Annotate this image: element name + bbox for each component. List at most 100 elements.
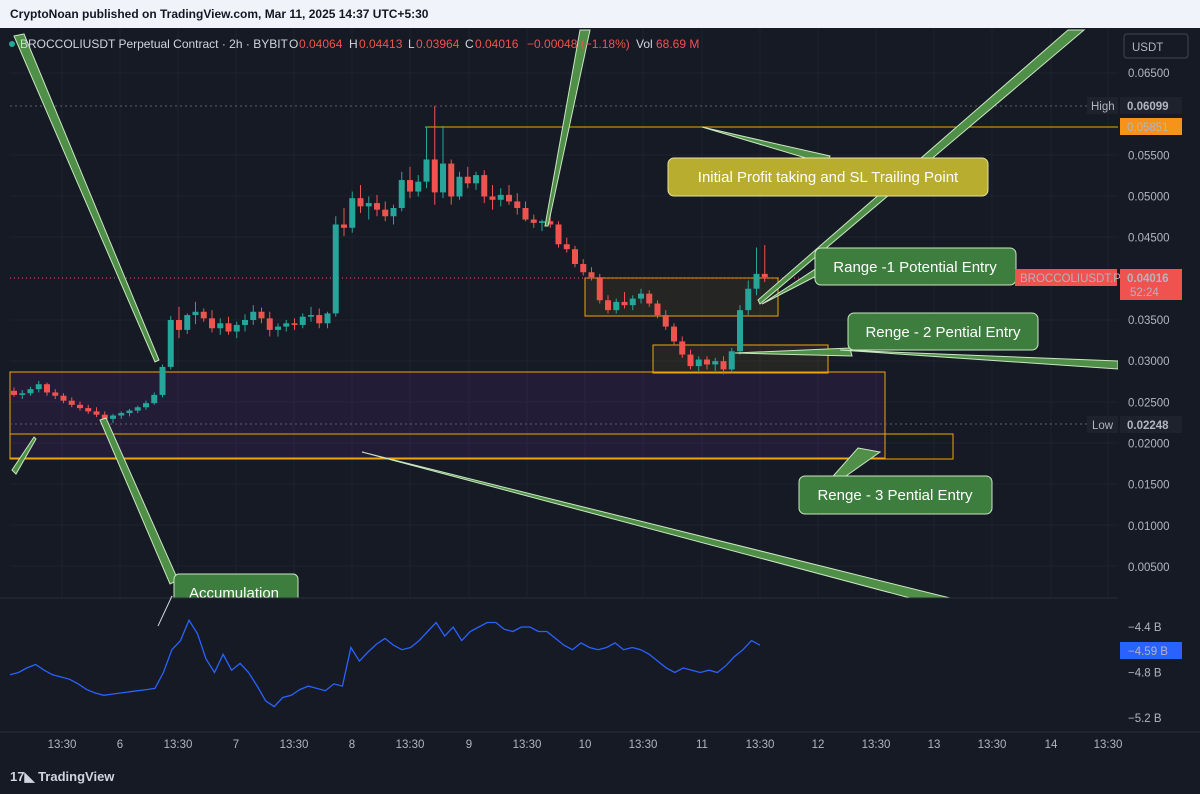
candle-body [176,320,182,330]
time-tick-label: 13:30 [396,739,425,751]
price-tick-label: 0.05000 [1128,192,1170,204]
price-tick-label: 0.06500 [1128,68,1170,80]
candle-body [679,341,686,355]
indicator-tick-label: −4.8 B [1128,668,1162,680]
price-tick-label: 0.03000 [1128,356,1170,368]
candle-body [374,203,380,210]
candle-body [646,293,653,304]
candle-body [431,159,438,193]
time-tick-label: 10 [579,739,592,751]
candle-body [440,163,446,193]
high-label: High [1091,101,1115,113]
legend-change: −0.00048 (−1.18%) [527,37,630,51]
time-tick-label: 11 [696,739,708,751]
candle-body [299,316,306,325]
candle-body [308,315,314,317]
price-tick-labels: 0.06500 0.05500 0.05000 0.04500 0.03500 0.030… [1128,68,1170,574]
price-tick-label: 0.05500 [1128,150,1170,162]
publisher-bar: CryptoNoan published on TradingView.com,… [0,0,1200,28]
candle-body [159,366,166,395]
chart-area[interactable]: Initial Profit taking and SL Trailing Po… [0,28,1200,764]
candle-body [266,318,273,330]
symbol-tag [1015,269,1117,286]
indicator-line [9,618,761,708]
price-tick-label: 0.03500 [1128,315,1170,327]
candle-body [514,201,521,209]
price-tick-label: 0.01500 [1128,480,1170,492]
candle-body [143,403,149,408]
price-axis[interactable]: USDT 0.06500 0.05500 0.05000 0.04500 0.03500… [1015,28,1200,732]
callout-range3-text: Renge - 3 Pential Entry [817,487,973,504]
legend-h-value: 0.04413 [359,37,403,51]
currency-button[interactable] [1123,33,1189,59]
price-tick-label: 0.02000 [1128,439,1170,451]
candle-body [761,273,768,278]
candle-body [613,301,620,311]
candle-body [605,300,611,311]
candle-body [481,175,488,197]
pointer-top-left [13,33,160,363]
currency-label: USDT [1132,42,1163,54]
candle-body [332,224,339,314]
time-tick-label: 13:30 [513,739,542,751]
high-value: 0.06099 [1127,101,1169,113]
candle-body [497,194,504,200]
legend-h-label: H [349,37,358,51]
candle-body [19,393,26,395]
callouts: Initial Profit taking and SL Trailing Po… [173,157,1039,605]
low-label: Low [1092,420,1114,432]
range-3-zone-large [9,371,886,459]
candle-body [580,264,587,273]
callout-range3: Renge - 3 Pential Entry [798,475,993,515]
candle-body [547,221,554,225]
candle-body [530,219,537,223]
candle-body [728,351,735,370]
candle-body [629,298,636,306]
candle-body [407,180,413,192]
candle-body [349,198,356,228]
legend-c-label: C [465,37,474,51]
time-tick-label: 13:30 [978,739,1007,751]
candle-body [473,175,479,184]
price-tick-label: 0.04500 [1128,233,1170,245]
candle-body [638,293,644,299]
candle-body [415,181,422,192]
candle-body [68,400,75,405]
candle-body [341,224,347,228]
candle-body [654,303,661,316]
candle-body [250,311,257,320]
low-tag [1120,416,1182,433]
candle-body [555,224,562,245]
indicator-tick-label: −5.2 B [1128,713,1162,725]
tradingview-logo[interactable]: 17◣ TradingView [10,769,114,785]
current-price: 0.04016 [1127,273,1169,285]
level-value: 0.05851 [1127,122,1169,134]
candle-body [720,361,727,370]
high-tag [1120,97,1182,114]
candle-body [93,411,100,415]
indicator-current: −4.59 B [1128,646,1168,658]
candle-body [704,359,710,365]
callout-range1: Range -1 Potential Entry [814,247,1017,286]
candle-body [77,404,83,409]
candle-body [737,310,743,352]
pointer-left-short [11,436,37,475]
candle-body [596,277,603,301]
time-axis[interactable]: 13:30 6 13:30 7 13:30 8 13:30 9 13:30 10 13:30 11 13… [0,731,1200,764]
candle-body [52,392,59,396]
candle-body [200,311,207,319]
time-tick-label: 13:30 [862,739,891,751]
legend-vol-label: Vol [636,37,653,51]
candle-body [35,384,42,390]
candle-body [621,301,628,306]
zones [9,105,1118,460]
candle-body [291,323,298,325]
candle-body [464,176,471,184]
time-tick-label: 13:30 [48,739,77,751]
candle-body [745,288,752,311]
low-tag-label [1087,416,1118,433]
candle-body [572,249,578,265]
countdown: 52:24 [1130,287,1159,299]
low-value: 0.02248 [1127,420,1169,432]
indicator-tick-label: −4.4 B [1128,622,1162,634]
